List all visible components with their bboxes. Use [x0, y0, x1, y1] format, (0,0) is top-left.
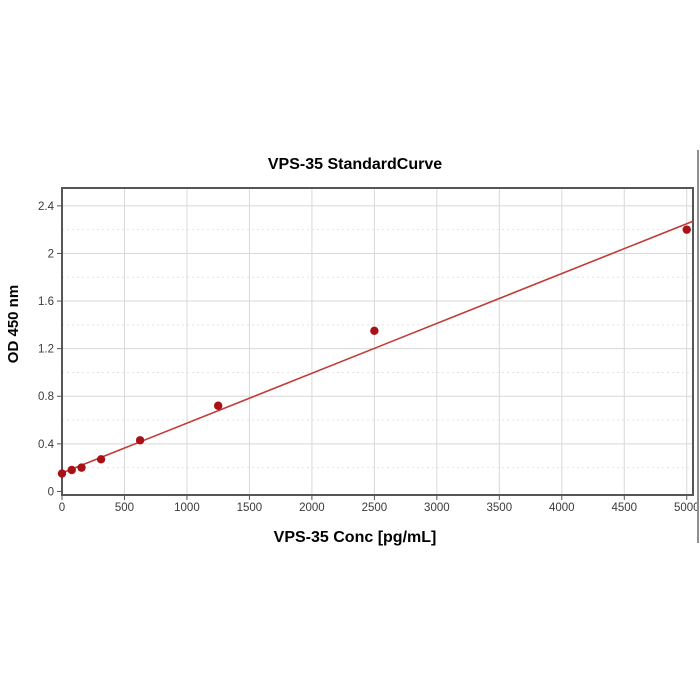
x-tick-label: 2000 [299, 502, 325, 514]
x-axis-title: VPS-35 Conc [pg/mL] [273, 529, 437, 546]
plot-border [61, 187, 694, 496]
y-tick-label: 1.6 [38, 296, 54, 308]
data-point [57, 469, 67, 478]
data-point [135, 436, 145, 445]
y-tick-label: 0.8 [38, 391, 54, 403]
x-tick-label: 1000 [174, 502, 200, 514]
x-tick-label: 5000 [674, 502, 700, 514]
x-tick-label: 0 [59, 502, 65, 514]
y-axis-title: OD 450 nm [5, 284, 22, 364]
y-tick-label: 0.4 [38, 439, 55, 451]
data-point [213, 401, 223, 410]
y-tick-label: 0 [48, 486, 54, 498]
chart-title: VPS-35 StandardCurve [267, 156, 443, 173]
x-tick-label: 3000 [424, 502, 450, 514]
x-tick-label: 500 [115, 502, 134, 514]
window-edge-divider [697, 150, 699, 543]
x-tick-label: 4000 [549, 502, 575, 514]
data-point [682, 225, 691, 234]
y-tick-label: 2.4 [38, 201, 55, 213]
trend-line [61, 220, 694, 474]
x-tick-label: 1500 [237, 502, 263, 514]
gridlines [62, 188, 693, 495]
data-point [96, 455, 106, 464]
y-tick-label: 2 [48, 248, 54, 260]
x-tick-label: 3500 [487, 502, 513, 514]
x-tick-label: 2500 [362, 502, 388, 514]
data-point [67, 465, 76, 475]
data-points [57, 225, 691, 478]
data-point [77, 463, 86, 472]
tick-labels: 0 500 1000 1500 2000 2500 3000 3500 4000 4500 5000… [38, 201, 700, 514]
axis-ticks [57, 205, 688, 500]
x-tick-label: 4500 [611, 502, 637, 514]
data-point [370, 326, 379, 335]
y-tick-label: 1.2 [38, 344, 54, 356]
